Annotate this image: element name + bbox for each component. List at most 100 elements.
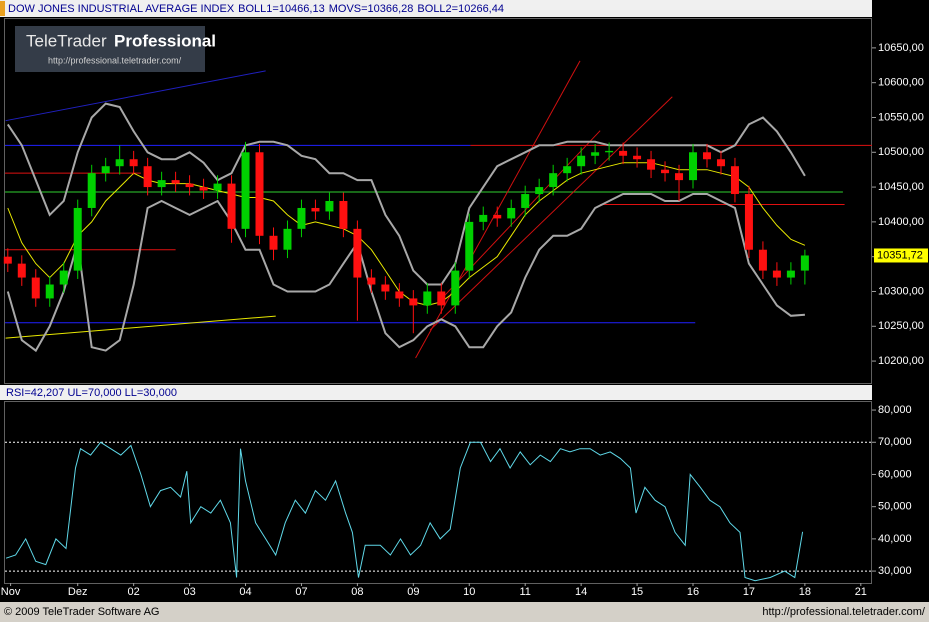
- y-tick-label: 60,000: [878, 468, 912, 480]
- candle-body: [339, 201, 348, 229]
- candle-body: [521, 194, 530, 208]
- footer-url: http://professional.teletrader.com/: [762, 606, 926, 618]
- x-tick-label: 15: [631, 586, 643, 598]
- candle-body: [744, 194, 753, 250]
- y-tick-label: 80,000: [878, 404, 912, 416]
- candle-body: [702, 152, 711, 160]
- y-tick-label: 10250,00: [878, 320, 924, 332]
- candle-body: [3, 256, 12, 264]
- x-tick-label: 21: [855, 586, 867, 598]
- rsi-header: [0, 385, 872, 400]
- rsi-line: [5, 441, 804, 582]
- candle-body: [605, 150, 614, 153]
- last-price-label: 10351,72: [877, 249, 923, 261]
- candle-body: [185, 183, 194, 188]
- price-title: DOW JONES INDUSTRIAL AVERAGE INDEX: [8, 3, 235, 15]
- candle-body: [716, 159, 725, 167]
- x-tick-label: 09: [407, 586, 419, 598]
- candle-body: [591, 152, 600, 156]
- trend-line: [429, 96, 673, 331]
- y-tick-label: 10650,00: [878, 42, 924, 54]
- x-tick-label: 11: [519, 586, 530, 598]
- x-tick-label: 16: [687, 586, 699, 598]
- candle-body: [381, 284, 390, 292]
- x-tick-label: 07: [295, 586, 307, 598]
- candle-body: [730, 166, 739, 195]
- x-tick-label: 08: [351, 586, 363, 598]
- candle-body: [171, 180, 180, 184]
- plot-layer: 10200,0010250,0010300,0010350,0010400,00…: [1, 42, 928, 598]
- candle-body: [31, 277, 40, 299]
- candle-body: [409, 298, 418, 306]
- x-tick-label: 18: [799, 586, 811, 598]
- y-tick-label: 50,000: [878, 501, 912, 513]
- header-icon: [0, 1, 5, 16]
- candle-body: [367, 277, 376, 285]
- x-tick-label: 02: [128, 586, 140, 598]
- logo-box: [15, 26, 205, 72]
- price-panel-frame: [4, 18, 872, 384]
- candle-body: [507, 207, 516, 219]
- candle-body: [786, 270, 795, 278]
- y-tick-label: 10200,00: [878, 355, 924, 367]
- x-tick-label: 17: [743, 586, 755, 598]
- candle-body: [772, 270, 781, 278]
- indicator-label: BOLL1=10466,13: [238, 3, 325, 15]
- candle-body: [465, 221, 474, 271]
- candle-body: [758, 249, 767, 271]
- candle-body: [283, 228, 292, 250]
- candle-body: [101, 166, 110, 174]
- y-tick-label: 70,000: [878, 436, 912, 448]
- logo-product: Professional: [114, 31, 216, 50]
- indicator-label: BOLL2=10266,44: [417, 3, 504, 15]
- rsi-panel-frame: [4, 401, 872, 584]
- trend-line: [415, 60, 581, 359]
- indicator-label: MOVS=10366,28: [329, 3, 414, 15]
- candle-body: [353, 228, 362, 278]
- candle-body: [549, 173, 558, 188]
- y-tick-label: 10600,00: [878, 77, 924, 89]
- indicator-line: [7, 162, 806, 306]
- candle-body: [255, 152, 264, 236]
- candle-body: [129, 159, 138, 167]
- price-header: [0, 0, 872, 17]
- candle-body: [437, 291, 446, 306]
- candle-body: [297, 207, 306, 229]
- indicator-line: [6, 102, 806, 286]
- y-tick-label: 30,000: [878, 565, 912, 577]
- x-tick-label: 04: [239, 586, 251, 598]
- trend-line: [5, 315, 276, 339]
- candle-body: [800, 255, 809, 271]
- candle-body: [493, 214, 502, 219]
- candle-body: [675, 173, 684, 181]
- x-tick-label: Dez: [68, 586, 88, 598]
- candle-body: [325, 201, 334, 212]
- last-price-box: [874, 248, 928, 263]
- candle-body: [689, 152, 698, 181]
- candle-body: [143, 166, 152, 188]
- indicator-line: [6, 193, 805, 353]
- candle-body: [479, 214, 488, 222]
- candle-body: [59, 270, 68, 285]
- candle-body: [311, 207, 320, 212]
- candle-body: [647, 159, 656, 170]
- candle-body: [227, 183, 236, 229]
- candle-body: [213, 183, 222, 191]
- candle-body: [423, 291, 432, 306]
- y-tick-label: 10450,00: [878, 181, 924, 193]
- candle-body: [73, 207, 82, 271]
- y-tick-label: 10300,00: [878, 285, 924, 297]
- candle-body: [563, 166, 572, 174]
- candle-body: [241, 152, 250, 229]
- trend-line: [5, 70, 266, 122]
- candle-body: [199, 187, 208, 191]
- indicator-labels: BOLL1=10466,13 MOVS=10366,28 BOLL2=10266,4…: [238, 3, 504, 15]
- candle-body: [577, 155, 586, 167]
- candle-body: [661, 169, 670, 174]
- x-tick-label: 14: [575, 586, 587, 598]
- x-tick-label: Nov: [1, 586, 21, 598]
- footer-bar: [0, 602, 929, 622]
- y-tick-label: 40,000: [878, 533, 912, 545]
- candle-body: [17, 263, 26, 278]
